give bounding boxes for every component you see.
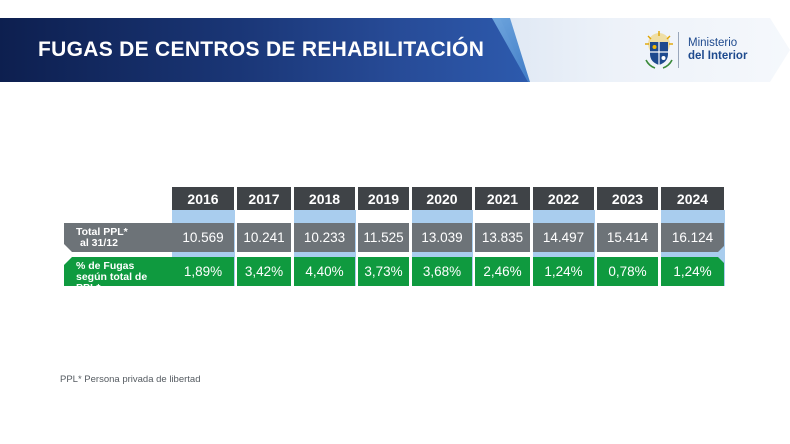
ppl-value-2018: 10.233 [294,223,355,252]
fugas-value-2018: 4,40% [294,257,355,286]
row-label-line2: al 31/12 [80,237,118,249]
year-header-2019: 2019 [358,187,409,210]
fugas-value-2017: 3,42% [237,257,291,286]
ppl-value-2019: 11.525 [358,223,409,252]
year-header-2022: 2022 [533,187,594,210]
year-header-2016: 2016 [172,187,234,210]
logo-text-line1: Ministerio [688,37,738,49]
fugas-value-2016: 1,89% [172,257,234,286]
footnote: PPL* Persona privada de libertad [60,374,201,385]
year-header-2017: 2017 [237,187,291,210]
row-label-total-ppl: Total PPL* al 31/12 [64,223,172,252]
fugas-value-2020: 3,68% [412,257,472,286]
fugas-value-2024: 1,24% [661,257,724,286]
year-header-2018: 2018 [294,187,355,210]
ministerio-logo: Ministerio del Interior [642,30,772,72]
row-label-line1: % de Fugas [76,260,135,272]
row-label-line1: Total PPL* [76,226,128,238]
year-header-2020: 2020 [412,187,472,210]
year-header-2023: 2023 [597,187,658,210]
row-label-fugas: % de Fugas según total de PPL* [64,257,172,286]
ppl-value-2020: 13.039 [412,223,472,252]
banner-light-panel [500,18,790,82]
banner-dark-panel [0,18,528,82]
ppl-value-2021: 13.835 [475,223,530,252]
fugas-value-2022: 1,24% [533,257,594,286]
year-header-2024: 2024 [661,187,724,210]
uruguay-coat-of-arms-icon [645,31,673,69]
ppl-value-2017: 10.241 [237,223,291,252]
fugas-value-2021: 2,46% [475,257,530,286]
ppl-value-2024: 16.124 [661,223,724,252]
header-banner: FUGAS DE CENTROS DE REHABILITACIÓN [0,18,790,82]
year-header-2021: 2021 [475,187,530,210]
logo-separator [678,32,679,68]
ppl-value-2022: 14.497 [533,223,594,252]
ppl-value-2016: 10.569 [172,223,234,252]
ppl-value-2023: 15.414 [597,223,658,252]
logo-text-line2: del Interior [688,50,748,62]
page-title: FUGAS DE CENTROS DE REHABILITACIÓN [38,38,485,61]
fugas-value-2023: 0,78% [597,257,658,286]
fugas-value-2019: 3,73% [358,257,409,286]
row-label-line2: según total de PPL* [76,271,148,294]
